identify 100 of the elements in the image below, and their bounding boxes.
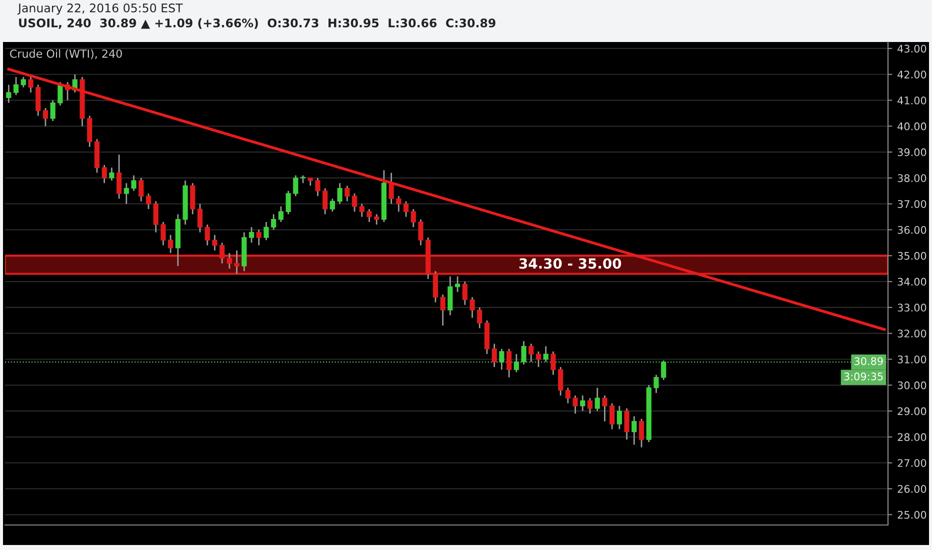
y-tick-label: 43.00 (898, 44, 926, 53)
candlestick (160, 221, 166, 246)
y-tick-label: 26.00 (898, 484, 926, 493)
candlestick (580, 394, 586, 412)
candlestick (499, 348, 504, 370)
candlestick (610, 402, 615, 430)
candlestick (234, 250, 240, 274)
candlestick (87, 115, 92, 148)
y-tick-label: 37.00 (898, 200, 926, 208)
candlestick (374, 214, 380, 226)
candlestick (116, 154, 122, 200)
candlestick (322, 188, 328, 215)
y-tick-label: 29.00 (898, 407, 926, 416)
y-tick-label: 25.00 (898, 510, 926, 519)
chart-subtitle: USOIL, 240 30.89 ▲ +1.09 (+3.66%) O:30.73 H:30.95 L:30.66 C:30.89 (19, 18, 496, 29)
candlestick (168, 234, 174, 254)
y-tick-label: 31.00 (898, 355, 926, 364)
candlestick (6, 84, 12, 104)
candlestick (138, 177, 144, 202)
candlestick (550, 350, 556, 376)
candlestick (462, 280, 468, 306)
candlestick (264, 221, 269, 241)
candlestick (654, 374, 659, 394)
candlestick (153, 200, 158, 234)
candlestick (286, 190, 291, 215)
candlestick (448, 276, 453, 316)
candlestick (565, 387, 570, 404)
candlestick (661, 360, 666, 381)
candlestick (337, 182, 342, 205)
candlestick (558, 366, 564, 396)
candlestick (190, 182, 196, 215)
candlestick (594, 387, 600, 412)
candlestick (440, 294, 446, 326)
candlestick (624, 408, 630, 440)
text: Crude Oil (WTI), 240 (10, 49, 122, 60)
candlestick (492, 343, 497, 368)
candlestick (638, 418, 644, 448)
candlestick (124, 182, 129, 205)
candlestick (36, 84, 41, 117)
y-tick-label: 36.00 (898, 226, 926, 234)
candlestick (344, 185, 350, 202)
candlestick (410, 208, 416, 228)
y-tick-label: 41.00 (898, 96, 926, 104)
y-tick-label: 35.00 (898, 252, 926, 260)
y-tick-label: 42.00 (898, 70, 926, 78)
candlestick (366, 208, 372, 223)
candlestick (256, 229, 262, 246)
candlestick (477, 306, 482, 329)
text: January 22, 2016 05:50 EST (17, 3, 183, 15)
candlestick (20, 76, 26, 88)
candlestick (226, 252, 232, 270)
candlestick (197, 203, 203, 234)
candlestick (293, 174, 298, 197)
candlestick (572, 394, 578, 414)
y-tick-label: 32.00 (898, 330, 926, 338)
y-tick-label: 27.00 (898, 459, 926, 467)
y-tick-label: 30.00 (898, 381, 926, 390)
candlestick (396, 195, 402, 212)
y-tick-label: 39.00 (898, 148, 926, 156)
candlestick (109, 166, 114, 182)
candlestick (470, 296, 475, 319)
candlestick (315, 177, 320, 197)
candlestick (278, 206, 284, 223)
candlestick (220, 242, 225, 264)
candlestick (352, 192, 358, 212)
y-tick-label: 40.00 (898, 122, 926, 130)
candlestick (271, 214, 276, 230)
candlestick (454, 276, 460, 293)
candlestick (50, 100, 56, 122)
annotation: 3:09:35 (844, 372, 883, 380)
candlestick (528, 343, 534, 363)
y-tick-label: 34.00 (898, 278, 926, 286)
candlestick (131, 174, 136, 192)
candlestick (204, 224, 210, 246)
candlestick (403, 200, 409, 218)
candlestick (506, 348, 512, 378)
candlestick (632, 416, 637, 446)
candlestick (432, 270, 438, 303)
candlestick (212, 234, 218, 252)
candlestick (602, 394, 608, 422)
candlestick (330, 198, 336, 212)
band-label: 34.30 - 35.00 (519, 258, 622, 269)
y-tick-label: 28.00 (898, 433, 926, 442)
y-tick-label: 33.00 (898, 304, 926, 312)
ref-line-label: 30.89 (854, 357, 883, 366)
candlestick (536, 350, 542, 368)
candlestick (146, 192, 152, 210)
candlestick (587, 397, 593, 414)
candlestick (42, 107, 48, 127)
y-tick-label: 38.00 (898, 174, 926, 182)
candlestick (521, 340, 526, 366)
candlestick (543, 346, 548, 363)
candlestick (418, 218, 424, 246)
candlestick (359, 203, 364, 218)
candlestick (616, 405, 622, 430)
candlestick (13, 76, 19, 96)
candlestick (514, 353, 519, 373)
candlestick (28, 76, 34, 94)
candlestick (102, 164, 107, 184)
candlestick (248, 226, 254, 244)
